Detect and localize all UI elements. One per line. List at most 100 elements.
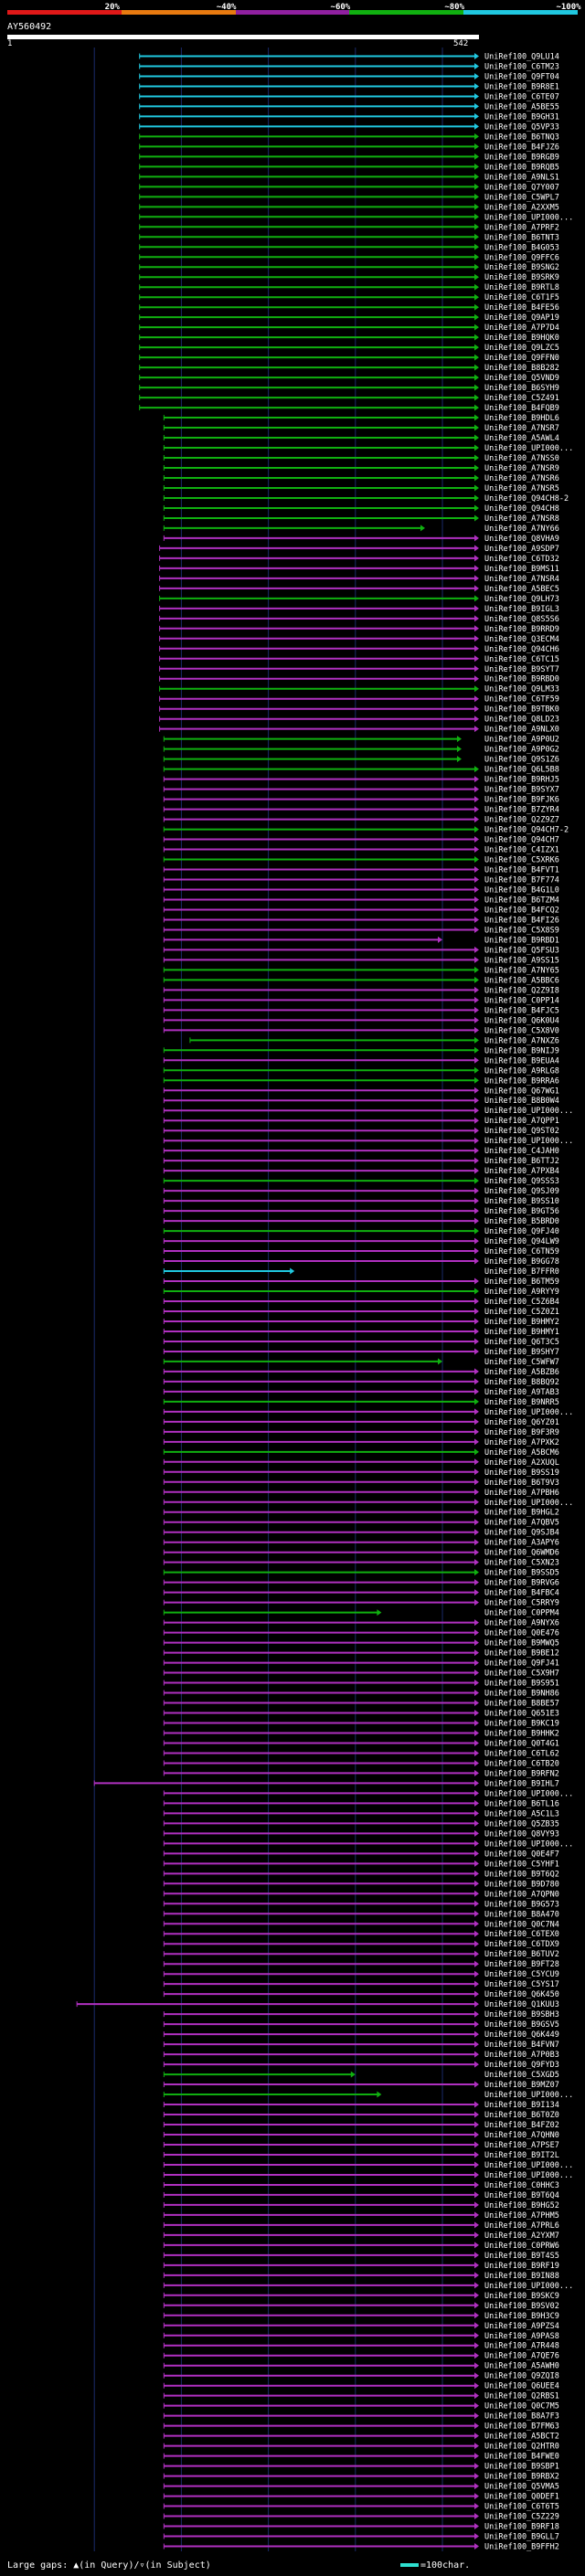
hit-row[interactable]: UniRef100_B4FI26 [163,916,559,925]
hit-row[interactable]: UniRef100_B9RHJ5 [163,776,559,785]
hit-id-label[interactable]: UniRef100_B4FZ02 [484,2121,559,2130]
hit-id-label[interactable]: UniRef100_Q9LU14 [484,52,559,61]
hit-row[interactable]: UniRef100_B9GSV5 [163,2020,559,2030]
hit-id-label[interactable]: UniRef100_C5Z0Z1 [484,1308,559,1317]
hit-row[interactable]: UniRef100_B9SYX7 [163,786,559,795]
hit-row[interactable]: UniRef100_B9NRR5 [163,1398,559,1407]
hit-row[interactable]: UniRef100_Q67WG1 [163,1087,559,1096]
hit-id-label[interactable]: UniRef100_A9TAB3 [484,1388,559,1397]
hit-id-label[interactable]: UniRef100_A7NSS0 [484,454,559,463]
hit-row[interactable]: UniRef100_B9T4S5 [163,2252,559,2261]
hit-id-label[interactable]: UniRef100_B8B0W4 [484,1097,559,1106]
hit-row[interactable]: UniRef100_A7NXZ6 [189,1036,559,1045]
hit-row[interactable]: UniRef100_A7QBV5 [163,1519,559,1528]
hit-row[interactable]: UniRef100_B9G573 [163,1900,559,1909]
hit-id-label[interactable]: UniRef100_B9SS19 [484,1468,559,1478]
hit-row[interactable]: UniRef100_A9PZS4 [163,2322,559,2331]
hit-row[interactable]: UniRef100_C5XGD5 [163,2071,559,2080]
hit-id-label[interactable]: UniRef100_UPI000... [484,1839,573,1849]
hit-id-label[interactable]: UniRef100_C4IZX1 [484,846,559,855]
hit-row[interactable]: UniRef100_B9IT2L [163,2151,559,2160]
hit-row[interactable]: UniRef100_Q9ST02 [163,1127,559,1136]
hit-id-label[interactable]: UniRef100_C6TC15 [484,655,559,664]
hit-row[interactable]: UniRef100_Q0E4F7 [163,1850,559,1859]
hit-id-label[interactable]: UniRef100_B7FFR0 [484,1267,559,1277]
hit-row[interactable]: UniRef100_UPI000... [163,1408,573,1417]
hit-row[interactable]: UniRef100_B9SHY7 [163,1348,559,1357]
hit-id-label[interactable]: UniRef100_B8BE57 [484,1700,559,1709]
hit-row[interactable]: UniRef100_B6TNT3 [139,233,559,242]
hit-row[interactable]: UniRef100_UPI000... [163,2161,573,2170]
hit-row[interactable]: UniRef100_A7NSR9 [163,464,559,473]
hit-id-label[interactable]: UniRef100_Q94CH7 [484,836,559,845]
hit-id-label[interactable]: UniRef100_Q651E3 [484,1710,559,1719]
hit-id-label[interactable]: UniRef100_C0PRW6 [484,2242,559,2251]
hit-row[interactable]: UniRef100_B6TM59 [163,1277,559,1287]
hit-row[interactable]: UniRef100_Q6WMD6 [163,1549,559,1558]
hit-row[interactable]: UniRef100_UPI000... [163,1107,573,1116]
hit-row[interactable]: UniRef100_Q9ZQI8 [163,2372,559,2381]
hit-id-label[interactable]: UniRef100_B9RFN2 [484,1769,559,1778]
hit-row[interactable]: UniRef100_B8B282 [139,364,559,373]
hit-row[interactable]: UniRef100_A5BCT2 [163,2433,559,2442]
hit-id-label[interactable]: UniRef100_B9SYT7 [484,665,559,674]
hit-id-label[interactable]: UniRef100_B9SRK9 [484,273,559,282]
hit-row[interactable]: UniRef100_Q651E3 [163,1710,559,1719]
hit-id-label[interactable]: UniRef100_Q9FYD3 [484,2061,559,2070]
hit-row[interactable]: UniRef100_B9D780 [163,1880,559,1889]
hit-row[interactable]: UniRef100_Q0C7N4 [163,1920,559,1929]
hit-row[interactable]: UniRef100_Q94CH7 [163,836,559,845]
hit-id-label[interactable]: UniRef100_C5Z491 [484,394,559,403]
hit-row[interactable]: UniRef100_A5BEC5 [159,585,559,594]
hit-id-label[interactable]: UniRef100_A9SDP7 [484,545,559,554]
hit-row[interactable]: UniRef100_B9HMY2 [163,1318,559,1327]
hit-id-label[interactable]: UniRef100_B8A470 [484,1910,559,1919]
hit-row[interactable]: UniRef100_Q5ZB35 [163,1819,559,1829]
hit-row[interactable]: UniRef100_B9GH31 [139,112,559,122]
hit-row[interactable]: UniRef100_A7PHM5 [163,2211,559,2221]
hit-id-label[interactable]: UniRef100_B9RRA6 [484,1076,559,1086]
hit-id-label[interactable]: UniRef100_Q0C7M5 [484,2402,559,2412]
hit-id-label[interactable]: UniRef100_B6T0Z0 [484,2111,559,2120]
hit-id-label[interactable]: UniRef100_C6TEX0 [484,1930,559,1939]
hit-row[interactable]: UniRef100_B6TUV2 [163,1950,559,1959]
hit-id-label[interactable]: UniRef100_Q1KUU3 [484,2000,559,2009]
hit-id-label[interactable]: UniRef100_A9SS15 [484,956,559,965]
hit-row[interactable]: UniRef100_B9SS10 [163,1197,559,1206]
hit-row[interactable]: UniRef100_Q9FFN0 [139,354,559,363]
hit-id-label[interactable]: UniRef100_A2XXM5 [484,203,559,212]
hit-id-label[interactable]: UniRef100_A5BEC5 [484,585,559,594]
hit-id-label[interactable]: UniRef100_A5AWH0 [484,2362,559,2371]
hit-row[interactable]: UniRef100_Q8VHA9 [163,535,559,544]
hit-id-label[interactable]: UniRef100_B9GSV5 [484,2020,559,2030]
hit-row[interactable]: UniRef100_C5RRY9 [163,1599,559,1608]
hit-id-label[interactable]: UniRef100_Q6UEE4 [484,2382,559,2391]
hit-row[interactable]: UniRef100_C5Z0Z1 [163,1308,559,1317]
hit-id-label[interactable]: UniRef100_A7NY66 [484,525,559,534]
hit-row[interactable]: UniRef100_A2XXM5 [139,203,559,212]
hit-id-label[interactable]: UniRef100_Q9FFC6 [484,253,559,262]
hit-row[interactable]: UniRef100_Q7Y007 [139,183,559,192]
hit-id-label[interactable]: UniRef100_A9P0G2 [484,746,559,755]
hit-id-label[interactable]: UniRef100_UPI000... [484,1499,573,1508]
hit-row[interactable]: UniRef100_UPI000... [139,213,574,222]
hit-row[interactable]: UniRef100_Q94CH8 [163,504,559,514]
hit-row[interactable]: UniRef100_B9RQB5 [139,163,559,172]
hit-row[interactable]: UniRef100_B9T6Q4 [163,2191,559,2200]
hit-id-label[interactable]: UniRef100_B6TL16 [484,1799,559,1808]
hit-row[interactable]: UniRef100_UPI000... [163,2282,573,2291]
hit-row[interactable]: UniRef100_B7F774 [163,876,559,885]
hit-row[interactable]: UniRef100_C5WFW7 [163,1358,559,1367]
hit-row[interactable]: UniRef100_B9EUA4 [163,1056,559,1065]
hit-row[interactable]: UniRef100_Q2HTR0 [163,2443,559,2452]
hit-row[interactable]: UniRef100_B4G053 [139,243,559,252]
hit-id-label[interactable]: UniRef100_A5AWL4 [484,434,559,443]
hit-id-label[interactable]: UniRef100_C5X8S9 [484,926,559,935]
hit-id-label[interactable]: UniRef100_Q9FJ40 [484,1227,559,1236]
hit-row[interactable]: UniRef100_B9HQK0 [139,334,559,343]
hit-id-label[interactable]: UniRef100_Q2Z9Z7 [484,816,559,825]
hit-id-label[interactable]: UniRef100_A7P7D4 [484,323,559,333]
hit-id-label[interactable]: UniRef100_A7QBV5 [484,1519,559,1528]
hit-id-label[interactable]: UniRef100_Q8S5S6 [484,615,559,624]
hit-row[interactable]: UniRef100_C6TL62 [163,1749,559,1758]
